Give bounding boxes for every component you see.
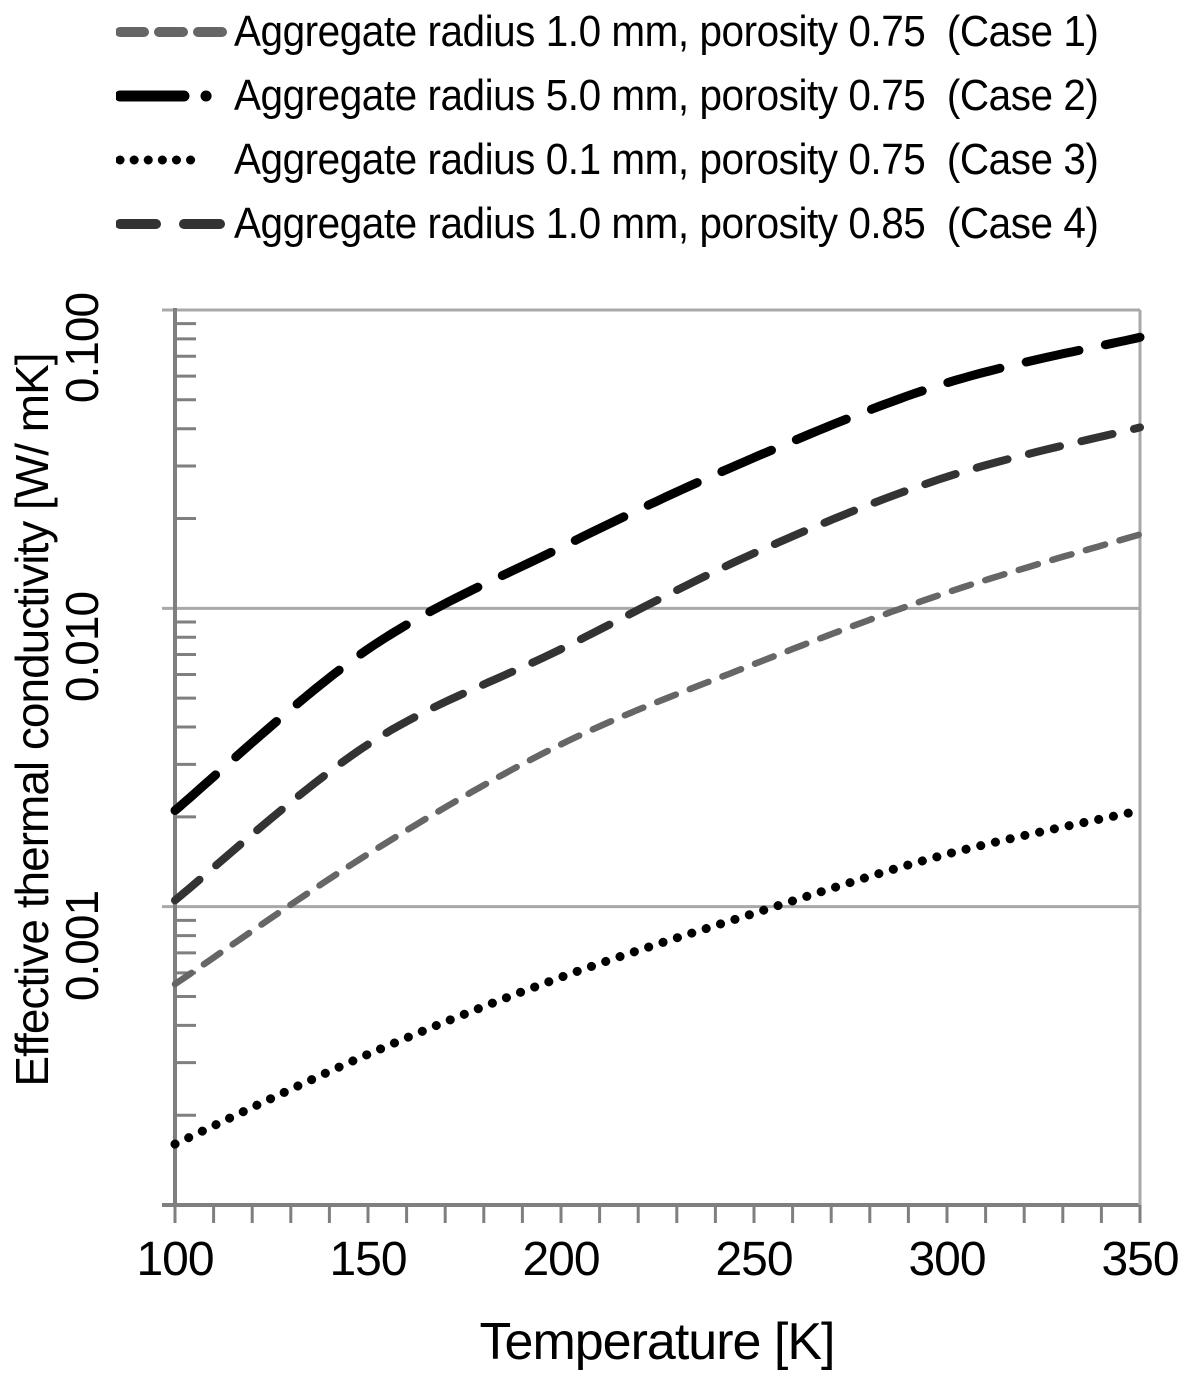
legend-swatch-case-4-med-dash-line — [116, 219, 225, 229]
legend-swatch-case-3-dotted-line — [116, 155, 201, 165]
curve-case-2 — [170, 332, 1145, 815]
x-tick-label-200: 200 — [522, 1233, 600, 1286]
x-tick-label-250: 250 — [715, 1233, 793, 1286]
x-tick-label-150: 150 — [329, 1233, 407, 1286]
x-tick-label-100: 100 — [136, 1233, 214, 1286]
x-axis-title: Temperature [K] — [479, 1313, 836, 1371]
x-tick-label-300: 300 — [908, 1233, 986, 1286]
legend-label-case-1: Aggregate radius 1.0 mm, porosity 0.75 (… — [234, 7, 1099, 56]
y-axis-title: Effective thermal conductivity [W/ mK] — [6, 353, 58, 1087]
legend-row-case-4: Aggregate radius 1.0 mm, porosity 0.85 (… — [116, 192, 1174, 256]
curve-case-1 — [171, 531, 1144, 988]
legend-row-case-3: Aggregate radius 0.1 mm, porosity 0.75 (… — [116, 128, 1174, 192]
legend-row-case-2: Aggregate radius 5.0 mm, porosity 0.75 (… — [116, 64, 1174, 128]
curve-case-3 — [170, 806, 1145, 1149]
legend-swatch-case-2-long-dash-dot-line — [116, 90, 234, 102]
curve-case-4 — [171, 423, 1144, 905]
legend: Aggregate radius 1.0 mm, porosity 0.75 (… — [116, 0, 1174, 256]
legend-label-case-3: Aggregate radius 0.1 mm, porosity 0.75 (… — [234, 135, 1099, 184]
x-tick-label-350: 350 — [1101, 1233, 1179, 1286]
legend-swatch-case-1-short-dash-line — [116, 27, 229, 37]
legend-row-case-1: Aggregate radius 1.0 mm, porosity 0.75 (… — [116, 0, 1174, 64]
legend-label-case-4: Aggregate radius 1.0 mm, porosity 0.85 (… — [234, 199, 1099, 248]
legend-label-case-2: Aggregate radius 5.0 mm, porosity 0.75 (… — [234, 71, 1099, 120]
